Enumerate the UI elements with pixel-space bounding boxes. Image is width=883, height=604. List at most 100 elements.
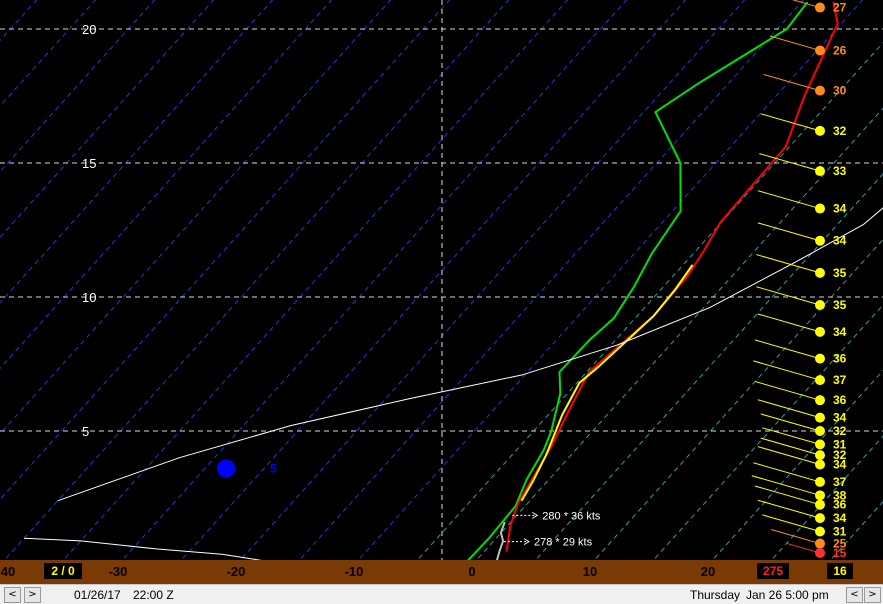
wind-vector [785,542,821,554]
isotherm-line [62,0,569,560]
isotherm-line [534,173,883,560]
isotherm-line [0,0,451,501]
y-tick-label: 10 [82,290,96,305]
mode-readout: 2 / 0 [44,563,82,579]
isotherm-line [298,0,805,560]
isotherm-line [475,107,883,560]
wind-dot [815,375,825,386]
x-tick-label: 10 [582,564,598,579]
skew-t-plot: 5 27263032333434353534363736343231323437… [0,0,883,560]
utc-time: 22:00 Z [133,588,174,602]
wind-vector [757,190,821,210]
wind-dot [815,395,825,406]
wind-speed-label: 34 [833,325,847,339]
wind-speed-label: 36 [833,352,847,366]
x-tick-label: 0 [468,564,476,579]
level-marker [217,459,236,478]
isotherm-line [770,435,883,560]
wind-dot [815,326,825,337]
wind-vector [753,360,821,381]
wind-speed-label: 31 [833,437,847,451]
next-time-button[interactable]: > [24,587,41,603]
x-axis-bar: 2 / 0 40 -30 -20 -10 0 10 20 275 16 [0,560,883,584]
wind-speed-label: 34 [833,234,847,248]
wind-vector [762,427,821,445]
wind-vector [757,222,821,242]
wind-dot [815,300,825,311]
wind-vector [754,339,821,360]
wind-annotation: 278 * 29 kts [534,537,593,549]
prev-page-button[interactable]: < [846,587,863,603]
isotherm-line [0,0,392,435]
profile-line [24,537,263,560]
isotherm-line [3,0,510,560]
next-page-button[interactable]: > [864,587,881,603]
wind-dot [815,412,825,423]
wind-speed-label: 34 [833,202,847,216]
y-tick-label: 5 [82,424,89,439]
wind-dot [815,547,825,558]
wind-speed-label: 34 [833,411,847,425]
y-tick-label: 20 [82,22,96,37]
level-marker-label: 5 [270,462,277,476]
wind-dot [815,459,825,470]
isotherm-line [416,42,883,560]
wind-dot [815,203,825,214]
annotation-arrowhead [523,538,530,546]
wind-speed-readout: 16 [827,563,853,579]
wind-dot [815,166,825,177]
wind-speed-label: 36 [833,498,847,512]
wind-speed-label: 36 [833,393,847,407]
wind-speed-label: 35 [833,298,847,312]
isotherm-line [593,238,883,560]
wind-dot [815,267,825,278]
wind-speed-label: 15 [833,546,847,560]
wind-vector [769,35,821,51]
wind-dot [815,476,825,487]
wind-speed-label: 31 [833,525,847,539]
wind-vector [757,399,821,419]
wind-speed-label: 38 [833,488,847,502]
wind-vector [753,462,821,483]
wind-dot [815,125,825,136]
wind-vector [756,286,821,306]
wind-speed-label: 35 [833,266,847,280]
wind-vector [791,0,821,9]
wind-speed-label: 32 [833,124,847,138]
wind-vector [754,485,821,506]
wind-dot [815,45,825,56]
wind-vector [760,437,821,456]
wind-dot [815,85,825,96]
wind-dot [815,499,825,510]
wind-speed-label: 37 [833,475,847,489]
wind-vector [760,113,821,132]
isotherm-line [0,0,215,238]
x-tick-label: 20 [700,564,716,579]
isotherm-line [239,0,746,560]
local-day: Thursday [690,588,741,602]
wind-vector [760,413,821,432]
profile-line [467,1,809,560]
local-date-time: Jan 26 5:00 pm [746,588,829,602]
wind-annotation: 280 * 36 kts [542,510,601,522]
wind-speed-label: 33 [833,164,847,178]
wind-dot [815,426,825,436]
profile-line [520,264,694,502]
prev-time-button[interactable]: < [4,587,21,603]
wind-dot [815,450,825,461]
wind-speed-label: 34 [833,458,847,472]
wind-speed-label: 25 [833,537,847,551]
wind-speed-label: 26 [833,43,847,57]
isotherm-line [0,0,274,304]
annotation-arrowhead [532,511,539,519]
wind-vector [763,73,821,92]
wind-direction-readout: 275 [757,563,789,579]
wind-vector [757,313,821,333]
wind-dot [815,2,825,13]
x-tick-label: -20 [226,564,246,579]
wind-vector [757,446,821,465]
isotherm-line [121,0,628,560]
wind-dot [815,490,825,501]
isotherm-line [357,0,864,560]
wind-dot [815,353,825,364]
